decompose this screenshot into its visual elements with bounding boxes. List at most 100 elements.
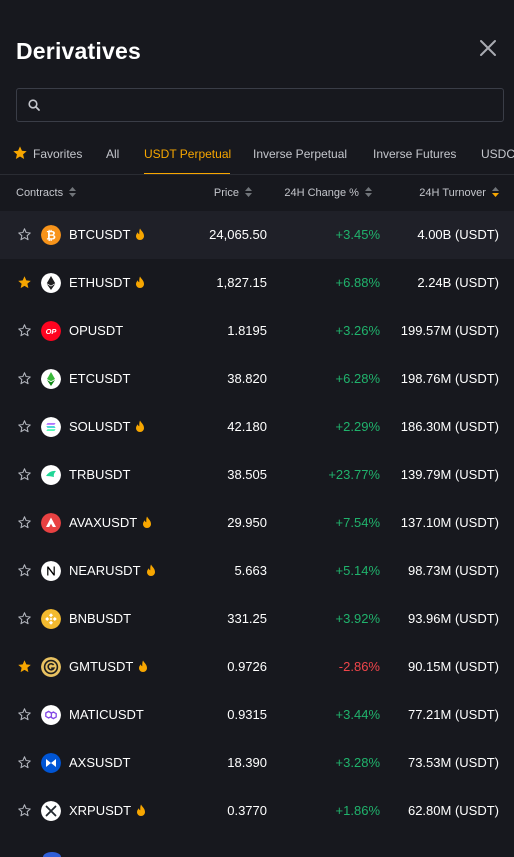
- sort-icon: [245, 187, 252, 197]
- fire-icon: [139, 660, 148, 672]
- tab-label: All: [106, 147, 120, 161]
- 24h-turnover: 93.96M (USDT): [407, 611, 499, 626]
- column-price[interactable]: Price: [214, 186, 252, 200]
- 24h-change: +3.28%: [335, 755, 380, 770]
- 24h-turnover: 4.00B (USDT): [417, 227, 499, 242]
- table-row[interactable]: ETCUSDT 38.820 +6.28% 198.76M (USDT): [0, 355, 514, 403]
- last-price: 1,827.15: [216, 275, 267, 290]
- tab-label: Inverse Perpetual: [253, 147, 348, 161]
- xrp-icon: [41, 801, 61, 821]
- column-label: Contracts: [16, 187, 64, 199]
- star-outline-icon[interactable]: [17, 371, 32, 386]
- search-input[interactable]: [49, 89, 497, 121]
- table-row[interactable]: SOLUSDT 42.180 +2.29% 186.30M (USDT): [0, 403, 514, 451]
- star-outline-icon[interactable]: [17, 755, 32, 770]
- contract-symbol: GMTUSDT: [69, 659, 148, 675]
- 24h-turnover: 90.15M (USDT): [407, 659, 499, 674]
- fire-icon: [136, 276, 145, 288]
- star-outline-icon[interactable]: [17, 803, 32, 818]
- star-icon: [13, 146, 27, 159]
- 24h-change: +3.26%: [335, 323, 380, 338]
- tab-label: Favorites: [33, 147, 83, 161]
- star-outline-icon[interactable]: [17, 563, 32, 578]
- column-24h-turnover[interactable]: 24H Turnover: [419, 186, 499, 200]
- ethereum-icon: [41, 273, 61, 293]
- svg-text:OP: OP: [46, 327, 58, 336]
- bitcoin-icon: ₿: [41, 225, 61, 245]
- table-row[interactable]: XRPUSDT 0.3770 +1.86% 62.80M (USDT): [0, 787, 514, 835]
- contract-symbol: BNBUSDT: [69, 611, 131, 627]
- table-row[interactable]: AVAXUSDT 29.950 +7.54% 137.10M (USDT): [0, 499, 514, 547]
- star-outline-icon[interactable]: [17, 515, 32, 530]
- close-icon[interactable]: [478, 38, 498, 58]
- column-24h-change[interactable]: 24H Change %: [284, 186, 372, 200]
- 24h-change: +23.77%: [328, 467, 380, 482]
- tellor-icon: [41, 465, 61, 485]
- contract-symbol: TRBUSDT: [69, 467, 130, 483]
- symbol-text: OPUSDT: [69, 323, 124, 338]
- table-row[interactable]: ₿ BTCUSDT 24,065.50 +3.45% 4.00B (USDT): [0, 211, 514, 259]
- star-outline-icon[interactable]: [17, 227, 32, 242]
- table-row[interactable]: OP OPUSDT 1.8195 +3.26% 199.57M (USDT): [0, 307, 514, 355]
- solana-icon: [41, 417, 61, 437]
- table-row[interactable]: MATICUSDT 0.9315 +3.44% 77.21M (USDT): [0, 691, 514, 739]
- last-price: 331.25: [227, 611, 267, 626]
- tab-usdc[interactable]: USDC: [481, 140, 514, 174]
- star-outline-icon[interactable]: [17, 419, 32, 434]
- star-outline-icon[interactable]: [17, 707, 32, 722]
- search-box[interactable]: [16, 88, 504, 122]
- 24h-turnover: 139.79M (USDT): [400, 467, 499, 482]
- table-row[interactable]: NEARUSDT 5.663 +5.14% 98.73M (USDT): [0, 547, 514, 595]
- tab-usdt-perpetual[interactable]: USDT Perpetual: [144, 140, 231, 174]
- coin-icon: [43, 852, 61, 857]
- symbol-text: SOLUSDT: [69, 419, 131, 434]
- symbol-text: ETHUSDT: [69, 275, 131, 290]
- last-price: 18.390: [227, 755, 267, 770]
- table-row[interactable]: BNBUSDT 331.25 +3.92% 93.96M (USDT): [0, 595, 514, 643]
- near-icon: [41, 561, 61, 581]
- table-row[interactable]: AXSUSDT 18.390 +3.28% 73.53M (USDT): [0, 739, 514, 787]
- 24h-change: +3.92%: [335, 611, 380, 626]
- polygon-icon: [41, 705, 61, 725]
- symbol-text: BNBUSDT: [69, 611, 132, 626]
- contract-symbol: ETHUSDT: [69, 275, 145, 291]
- tab-favorites[interactable]: Favorites: [12, 140, 83, 174]
- tab-inverse-perpetual[interactable]: Inverse Perpetual: [253, 140, 348, 174]
- 24h-change: +7.54%: [335, 515, 380, 530]
- 24h-turnover: 62.80M (USDT): [407, 803, 499, 818]
- star-outline-icon[interactable]: [17, 467, 32, 482]
- last-price: 0.9315: [227, 707, 267, 722]
- 24h-turnover: 137.10M (USDT): [400, 515, 499, 530]
- last-price: 38.820: [227, 371, 267, 386]
- tab-all[interactable]: All: [106, 140, 120, 174]
- last-price: 0.3770: [227, 803, 267, 818]
- 24h-change: +3.44%: [335, 707, 380, 722]
- 24h-change: +6.88%: [335, 275, 380, 290]
- star-outline-icon[interactable]: [17, 611, 32, 626]
- tab-inverse-futures[interactable]: Inverse Futures: [373, 140, 456, 174]
- star-filled-icon[interactable]: [17, 659, 32, 674]
- contract-symbol: AVAXUSDT: [69, 515, 152, 531]
- 24h-turnover: 77.21M (USDT): [407, 707, 499, 722]
- contract-symbol: MATICUSDT: [69, 707, 144, 723]
- contract-symbol: BTCUSDT: [69, 227, 145, 243]
- 24h-turnover: 73.53M (USDT): [407, 755, 499, 770]
- tab-label: USDC: [481, 147, 514, 161]
- table-row[interactable]: GMTUSDT 0.9726 -2.86% 90.15M (USDT): [0, 643, 514, 691]
- last-price: 1.8195: [227, 323, 267, 338]
- column-contracts[interactable]: Contracts: [16, 186, 77, 200]
- symbol-text: MATICUSDT: [69, 707, 144, 722]
- table-row[interactable]: TRBUSDT 38.505 +23.77% 139.79M (USDT): [0, 451, 514, 499]
- star-outline-icon[interactable]: [17, 323, 32, 338]
- axie-infinity-icon: [41, 753, 61, 773]
- fire-icon: [143, 516, 152, 528]
- star-filled-icon[interactable]: [17, 275, 32, 290]
- contract-symbol: ETCUSDT: [69, 371, 130, 387]
- symbol-text: XRPUSDT: [69, 803, 132, 818]
- stepn-gmt-icon: [41, 657, 61, 677]
- avalanche-icon: [41, 513, 61, 533]
- sort-desc-icon: [492, 187, 499, 197]
- symbol-text: ETCUSDT: [69, 371, 131, 386]
- table-row[interactable]: ETHUSDT 1,827.15 +6.88% 2.24B (USDT): [0, 259, 514, 307]
